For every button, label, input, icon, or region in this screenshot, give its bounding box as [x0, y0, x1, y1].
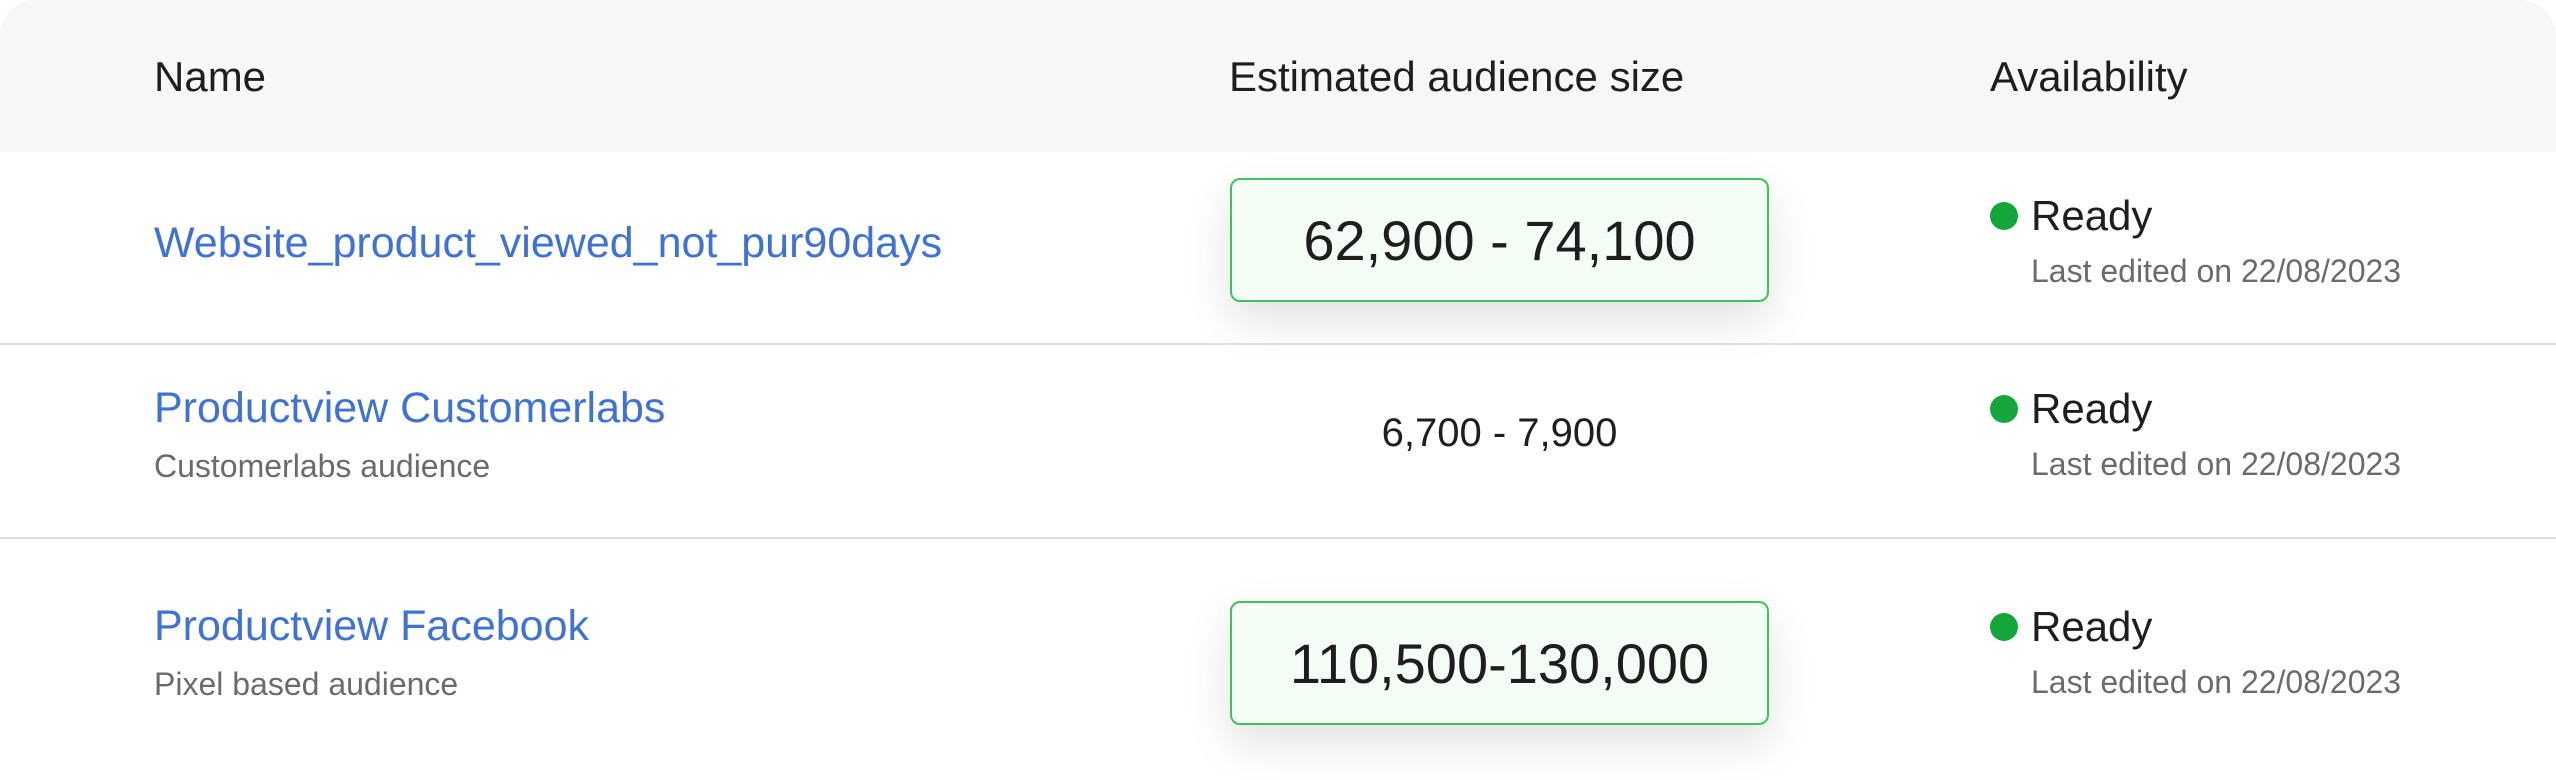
status-dot-icon: [1990, 613, 2018, 641]
audience-size: 6,700 - 7,900: [1381, 411, 1618, 455]
audience-subtitle: Pixel based audience: [154, 666, 459, 702]
last-edited-text: Last edited on 22/08/2023: [2031, 446, 2402, 482]
status-label: Ready: [2031, 385, 2153, 432]
column-header-availability[interactable]: Availability: [1990, 53, 2188, 100]
audience-subtitle: Customerlabs audience: [154, 448, 491, 484]
row-divider: [0, 343, 2556, 345]
column-header-name[interactable]: Name: [154, 53, 267, 100]
audience-name-link[interactable]: Website_product_viewed_not_pur90days: [154, 219, 943, 267]
audience-name-link[interactable]: Productview Customerlabs: [154, 384, 666, 432]
table-row[interactable]: Website_product_viewed_not_pur90days 62,…: [0, 152, 2556, 344]
table-header: Name Estimated audience size Availabilit…: [0, 0, 2556, 152]
audience-size-highlight: 62,900 - 74,100: [1230, 178, 1769, 302]
status-dot-icon: [1990, 202, 2018, 230]
last-edited-text: Last edited on 22/08/2023: [2031, 664, 2402, 700]
audience-size-highlight: 110,500-130,000: [1230, 601, 1769, 725]
row-divider: [0, 537, 2556, 539]
last-edited-text: Last edited on 22/08/2023: [2031, 253, 2402, 289]
status-label: Ready: [2031, 603, 2153, 650]
table-row[interactable]: Productview Customerlabs Customerlabs au…: [0, 345, 2556, 538]
status-dot-icon: [1990, 395, 2018, 423]
audience-name-link[interactable]: Productview Facebook: [154, 602, 589, 650]
table-row[interactable]: Productview Facebook Pixel based audienc…: [0, 539, 2556, 780]
column-header-audience-size[interactable]: Estimated audience size: [1229, 53, 1685, 100]
status-label: Ready: [2031, 192, 2153, 239]
